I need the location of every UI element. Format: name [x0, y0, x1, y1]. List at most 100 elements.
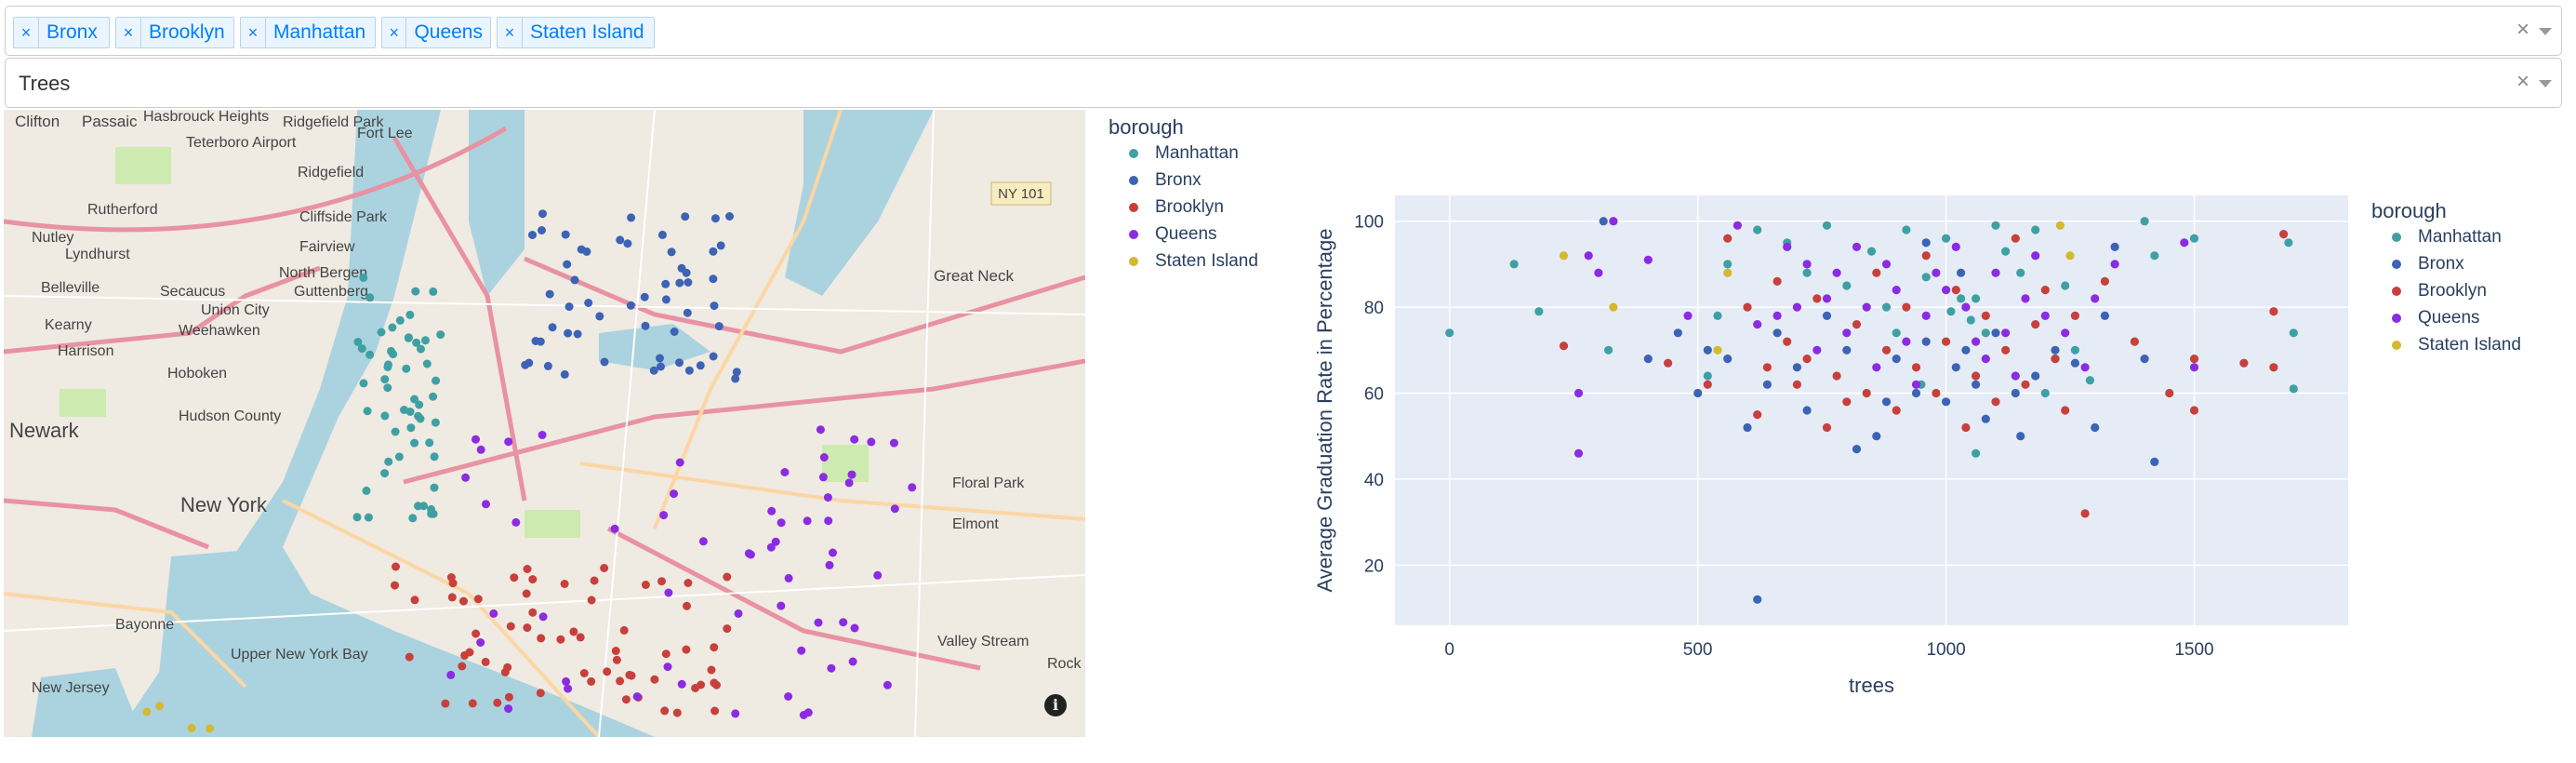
legend-item[interactable]: Staten Island: [2371, 331, 2521, 358]
map-point[interactable]: [709, 352, 718, 361]
scatter-point[interactable]: [1812, 345, 1822, 355]
scatter-point[interactable]: [1961, 302, 1971, 312]
map-point[interactable]: [766, 542, 776, 552]
map-point[interactable]: [394, 452, 404, 462]
map-point[interactable]: [548, 323, 557, 332]
scatter-point[interactable]: [1942, 397, 1951, 407]
map-point[interactable]: [471, 629, 481, 638]
map-point[interactable]: [780, 468, 790, 476]
map-point[interactable]: [510, 573, 519, 582]
borough-map[interactable]: Clifton Passaic Hasbrouck Heights Ridgefiel…: [4, 110, 1085, 737]
scatter-point[interactable]: [1445, 328, 1454, 338]
scatter-point[interactable]: [2011, 371, 2020, 381]
map-point[interactable]: [889, 438, 898, 448]
map-point[interactable]: [677, 679, 686, 689]
scatter-point[interactable]: [1866, 247, 1877, 256]
scatter-point[interactable]: [1951, 363, 1960, 372]
scatter-point[interactable]: [1972, 294, 1981, 303]
map-point[interactable]: [625, 670, 634, 679]
map-point[interactable]: [536, 689, 545, 698]
scatter-point[interactable]: [1792, 302, 1801, 312]
scatter-point[interactable]: [1881, 260, 1892, 269]
remove-manhattan-icon[interactable]: ×: [241, 18, 266, 47]
scatter-point[interactable]: [1713, 345, 1722, 355]
map-point[interactable]: [709, 247, 718, 256]
scatter-point[interactable]: [2061, 281, 2070, 290]
map-point[interactable]: [405, 333, 413, 342]
scatter-point[interactable]: [2031, 225, 2040, 234]
scatter-point[interactable]: [1921, 273, 1931, 282]
map-point[interactable]: [206, 724, 215, 733]
scatter-point[interactable]: [1852, 242, 1862, 251]
scatter-point[interactable]: [2061, 328, 2070, 338]
map-point[interactable]: [640, 292, 649, 301]
map-point[interactable]: [661, 649, 671, 659]
map-point[interactable]: [664, 588, 673, 597]
map-point[interactable]: [784, 692, 793, 701]
map-point[interactable]: [476, 638, 485, 647]
scatter-point[interactable]: [1951, 286, 1960, 295]
legend-item[interactable]: Brooklyn: [1109, 194, 1258, 221]
scatter-point[interactable]: [2080, 509, 2090, 518]
map-point[interactable]: [359, 273, 368, 282]
scatter-point[interactable]: [1892, 406, 1901, 415]
map-point[interactable]: [623, 239, 632, 248]
map-point[interactable]: [600, 357, 609, 367]
map-point[interactable]: [471, 435, 480, 444]
scatter-point[interactable]: [2021, 380, 2030, 389]
scatter-point[interactable]: [1604, 345, 1613, 355]
map-point[interactable]: [675, 358, 684, 368]
scatter-point[interactable]: [2001, 247, 2011, 256]
map-point[interactable]: [524, 358, 534, 368]
map-point[interactable]: [579, 669, 589, 677]
map-point[interactable]: [564, 328, 573, 338]
scatter-point[interactable]: [1921, 311, 1931, 320]
map-point[interactable]: [587, 676, 596, 686]
map-point[interactable]: [476, 445, 485, 454]
scatter-point[interactable]: [1802, 355, 1812, 364]
map-point[interactable]: [641, 321, 650, 330]
map-point[interactable]: [419, 502, 428, 511]
map-point[interactable]: [725, 212, 734, 221]
scatter-point[interactable]: [1773, 276, 1782, 286]
map-point[interactable]: [417, 344, 425, 354]
map-point[interactable]: [436, 330, 445, 340]
scatter-point[interactable]: [1753, 320, 1762, 329]
legend-item[interactable]: Bronx: [1109, 167, 1258, 194]
scatter-point[interactable]: [1509, 260, 1519, 269]
map-point[interactable]: [528, 608, 538, 617]
map-point[interactable]: [616, 235, 625, 245]
map-point[interactable]: [818, 473, 828, 482]
scatter-point[interactable]: [1713, 311, 1722, 320]
map-point[interactable]: [528, 575, 538, 584]
map-point[interactable]: [432, 376, 441, 385]
scatter-point[interactable]: [2150, 251, 2159, 261]
scatter-point[interactable]: [2070, 345, 2079, 355]
map-point[interactable]: [500, 667, 510, 676]
map-point[interactable]: [359, 379, 368, 388]
map-point[interactable]: [405, 310, 415, 319]
map-point[interactable]: [564, 684, 573, 693]
map-point[interactable]: [600, 564, 609, 572]
map-point[interactable]: [459, 596, 468, 606]
scatter-point[interactable]: [1921, 238, 1931, 248]
scatter-point[interactable]: [1872, 363, 1881, 372]
scatter-point[interactable]: [2091, 294, 2100, 303]
scatter-point[interactable]: [1703, 345, 1712, 355]
scatter-point[interactable]: [1643, 355, 1653, 364]
map-point[interactable]: [582, 247, 591, 256]
map-point[interactable]: [684, 366, 694, 375]
scatter-point[interactable]: [1951, 242, 1960, 251]
scatter-point[interactable]: [1852, 445, 1862, 454]
map-point[interactable]: [380, 375, 390, 384]
scatter-point[interactable]: [1932, 268, 1941, 277]
map-point[interactable]: [873, 570, 883, 580]
scatter-point[interactable]: [1594, 268, 1603, 277]
map-point[interactable]: [570, 275, 579, 285]
map-point[interactable]: [410, 438, 419, 448]
map-point[interactable]: [824, 516, 833, 526]
map-point[interactable]: [670, 328, 679, 336]
map-point[interactable]: [429, 392, 438, 401]
map-point[interactable]: [522, 589, 531, 598]
map-point[interactable]: [458, 662, 467, 671]
